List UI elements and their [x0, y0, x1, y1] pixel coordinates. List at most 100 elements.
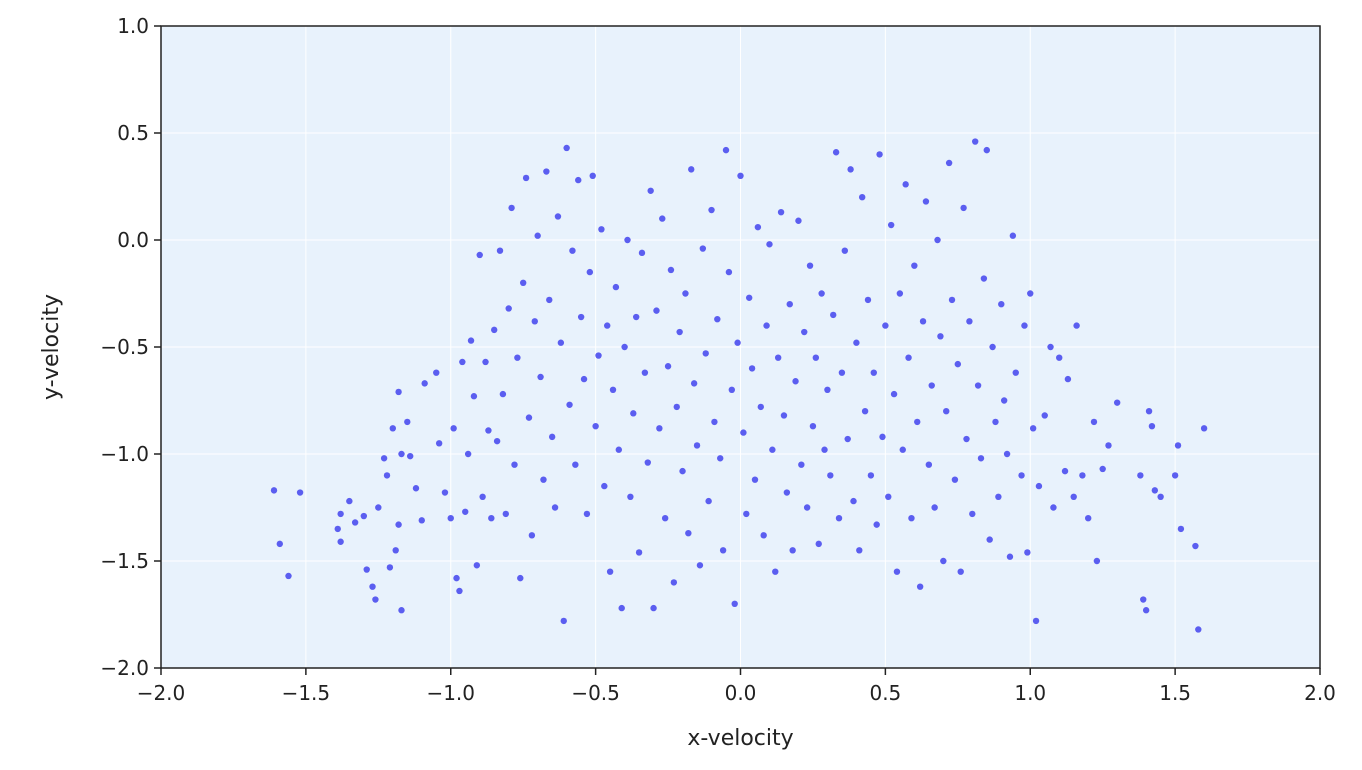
data-point — [276, 540, 283, 548]
data-point — [502, 510, 510, 518]
data-point — [569, 247, 576, 254]
data-point — [522, 174, 530, 182]
data-point — [998, 301, 1005, 308]
data-point — [1142, 607, 1150, 614]
data-point — [711, 418, 718, 426]
data-point — [827, 472, 834, 479]
data-point — [685, 529, 692, 537]
data-point — [270, 487, 278, 494]
data-point — [641, 369, 649, 376]
data-point — [914, 418, 921, 426]
data-point — [856, 547, 863, 554]
data-point — [656, 425, 663, 432]
data-point — [801, 328, 808, 336]
data-point — [1151, 487, 1159, 494]
data-point — [1113, 399, 1121, 406]
data-point — [479, 493, 486, 500]
data-point — [1105, 442, 1112, 449]
data-point — [1035, 482, 1043, 490]
data-point — [395, 521, 402, 528]
data-point — [586, 268, 594, 276]
data-point — [1056, 354, 1063, 361]
data-point — [864, 296, 872, 304]
data-point — [566, 401, 573, 408]
data-point — [754, 223, 762, 231]
data-point — [902, 181, 909, 188]
y-tick-label: −0.5 — [100, 335, 149, 359]
data-point — [615, 446, 623, 453]
data-point — [1024, 549, 1031, 556]
data-point — [595, 352, 602, 359]
data-point — [551, 504, 559, 511]
data-point — [737, 172, 744, 179]
data-point — [560, 617, 567, 625]
data-point — [1021, 322, 1028, 329]
data-point — [531, 318, 538, 325]
data-point — [285, 572, 292, 580]
data-point — [609, 386, 617, 393]
data-point — [1148, 422, 1156, 430]
data-point — [653, 307, 660, 314]
data-point — [980, 275, 988, 282]
data-point — [858, 194, 866, 201]
data-point — [1029, 425, 1037, 432]
data-point — [916, 583, 924, 590]
data-point — [821, 446, 828, 453]
x-tick-label: −1.5 — [282, 681, 331, 705]
data-point — [911, 262, 918, 269]
data-point — [919, 318, 927, 325]
data-point — [1006, 553, 1014, 560]
data-point — [557, 339, 565, 346]
y-tick-label: −1.5 — [100, 549, 149, 573]
data-point — [861, 408, 869, 415]
data-point — [398, 450, 405, 458]
data-point — [525, 414, 533, 421]
data-point — [575, 176, 582, 184]
data-point — [351, 519, 359, 526]
data-point — [783, 489, 791, 496]
data-point — [867, 472, 875, 479]
data-point — [696, 562, 704, 569]
data-point — [337, 510, 344, 518]
data-point — [537, 373, 544, 381]
data-point — [708, 206, 715, 214]
data-point — [372, 596, 379, 603]
data-point — [630, 410, 637, 417]
data-point — [803, 504, 811, 511]
data-point — [722, 146, 730, 154]
data-point — [612, 283, 620, 291]
data-point — [1085, 515, 1092, 522]
data-point — [1079, 472, 1086, 479]
y-tick-label: 0.5 — [117, 121, 149, 145]
data-point — [392, 547, 399, 554]
data-point — [659, 215, 666, 222]
data-point — [1027, 290, 1034, 297]
data-point — [789, 547, 796, 554]
data-point — [383, 472, 391, 479]
y-tick-label: −2.0 — [100, 656, 149, 680]
data-point — [1090, 418, 1098, 426]
data-point — [670, 579, 678, 586]
data-point — [943, 408, 950, 415]
data-point — [604, 322, 611, 329]
data-point — [462, 508, 469, 515]
data-point — [540, 476, 547, 483]
data-point — [517, 574, 524, 582]
data-point — [714, 315, 721, 323]
data-point — [1032, 617, 1040, 625]
data-point — [491, 326, 498, 334]
data-point — [699, 245, 707, 252]
data-point — [647, 187, 654, 194]
data-point — [937, 333, 944, 340]
x-tick-label: 1.0 — [1014, 681, 1046, 705]
data-point — [337, 538, 344, 545]
data-point — [995, 493, 1002, 500]
data-point — [992, 418, 999, 426]
data-point — [983, 146, 990, 154]
data-point — [873, 521, 880, 528]
data-point — [896, 290, 904, 297]
data-point — [363, 566, 370, 573]
data-point — [389, 425, 396, 432]
data-point — [690, 380, 698, 387]
data-point — [508, 204, 515, 212]
